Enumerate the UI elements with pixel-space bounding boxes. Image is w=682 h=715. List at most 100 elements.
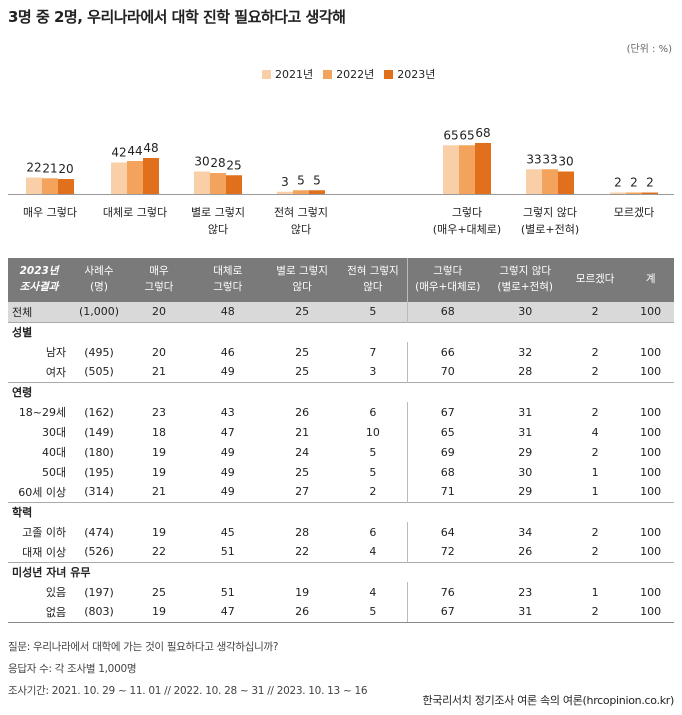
- table-cell: 68: [407, 462, 488, 482]
- table-cell: 25: [295, 365, 310, 379]
- bar-1-0: [111, 162, 127, 194]
- bar-5-2: [558, 171, 574, 194]
- table-cell: (314): [84, 485, 114, 499]
- bar-6-1: [626, 192, 642, 194]
- row-label: 60세 이상: [18, 485, 67, 499]
- table-header-text: 않다: [292, 281, 312, 293]
- table-cell: 100: [640, 545, 662, 559]
- table-cell: 28: [295, 525, 310, 539]
- bar-3-1: [293, 190, 309, 194]
- table-header-row: 2023년 조사결과 사례수 (명) 매우 그렇다 대체로 그렇다 별로 그렇지 않다 전혀 그렇지…: [8, 258, 674, 302]
- table-cell: 2: [591, 365, 599, 379]
- table-header-text: (매우+대체로): [415, 281, 481, 293]
- table-row: 여자 (505) 21 49 25 3 70 28 2 100: [8, 362, 674, 382]
- table-group-row: 학력: [8, 501, 674, 522]
- group-label: 미성년 자녀 유무: [8, 561, 674, 582]
- table-cell: 47: [190, 602, 266, 623]
- table-cell: (149): [84, 425, 114, 439]
- bar-label-3-0: 3: [281, 175, 289, 189]
- table-cell: 6: [369, 525, 377, 539]
- table-cell: 1: [591, 465, 599, 479]
- bar-label-4-0: 65: [443, 128, 458, 142]
- table-cell: 100: [640, 585, 662, 599]
- bar-label-2-0: 30: [194, 155, 209, 169]
- table-cell: 100: [640, 405, 662, 419]
- row-label: 전체: [8, 302, 71, 322]
- table-header-9: 계: [627, 258, 674, 302]
- table-cell: 29: [518, 445, 533, 459]
- chart-legend: 2021년 2022년 2023년: [262, 66, 435, 82]
- page-title: 3명 중 2명, 우리나라에서 대학 진학 필요하다고 생각해: [8, 8, 346, 26]
- table-cell: 20: [151, 345, 166, 359]
- table-cell: 22: [151, 545, 166, 559]
- table-cell: 25: [295, 465, 310, 479]
- table-header-text: 사례수: [84, 265, 114, 278]
- table-header-text: 모르겠다: [575, 273, 615, 286]
- bar-label-1-1: 44: [127, 144, 142, 158]
- table-cell: 32: [518, 345, 533, 359]
- table-row: 있음 (197) 25 51 19 4 76 23 1 100: [8, 582, 674, 602]
- table-cell: 1: [591, 485, 599, 499]
- bar-label-5-0: 33: [526, 152, 541, 166]
- table-header-text: 그렇다: [213, 281, 243, 293]
- table-header-3: 대체로 그렇다: [190, 258, 266, 302]
- table-cell: 70: [407, 362, 488, 382]
- table-cell: 19: [151, 465, 166, 479]
- table-row: 고졸 이하 (474) 19 45 28 6 64 34 2 100: [8, 522, 674, 542]
- table-cell: 47: [220, 425, 235, 439]
- legend-item-2022: 2022년: [323, 66, 374, 82]
- row-label: 40대: [42, 446, 67, 459]
- category-label-3-0: 전혀 그렇지: [274, 206, 328, 219]
- legend-swatch-2023: [384, 69, 394, 79]
- note-question: 질문: 우리나라에서 대학에 가는 것이 필요하다고 생각하십니까?: [8, 641, 279, 653]
- legend-item-2023: 2023년: [384, 66, 435, 82]
- table-cell: 49: [220, 365, 235, 379]
- table-cell: 43: [220, 405, 235, 419]
- table-cell: 31: [518, 425, 533, 439]
- bar-5-0: [526, 169, 542, 194]
- table-cell: 49: [220, 445, 235, 459]
- bar-label-2-1: 28: [210, 156, 225, 170]
- bar-6-0: [610, 192, 626, 194]
- table-row: 남자 (495) 20 46 25 7 66 32 2 100: [8, 342, 674, 362]
- table-row: 40대 (180) 19 49 24 5 69 29 2 100: [8, 442, 674, 462]
- bar-label-1-0: 42: [111, 146, 126, 160]
- table-cell: 30: [487, 302, 563, 322]
- category-label-5-1: (별로+전혀): [521, 223, 579, 236]
- table-cell: 100: [640, 345, 662, 359]
- table-cell: 26: [518, 545, 533, 559]
- table-row: 없음 (803) 19 47 26 5 67 31 2 100: [8, 602, 674, 623]
- table-header-text: 그렇지 않다: [499, 265, 552, 278]
- row-label: 있음: [45, 586, 67, 599]
- bar-1-2: [143, 158, 159, 194]
- table-cell: 71: [407, 482, 488, 502]
- table-row: 대재 이상 (526) 22 51 22 4 72 26 2 100: [8, 542, 674, 562]
- table-cell: 66: [407, 342, 488, 362]
- table-cell: 46: [220, 345, 235, 359]
- table-cell: 25: [151, 585, 166, 599]
- bar-2-1: [210, 173, 226, 194]
- table-cell: 26: [265, 602, 339, 623]
- table-cell: (803): [70, 602, 128, 623]
- table-header-0: 2023년 조사결과: [8, 258, 71, 302]
- legend-label-2023: 2023년: [397, 68, 436, 81]
- bar-label-6-0: 2: [614, 176, 622, 190]
- category-label-3-1: 않다: [291, 223, 311, 236]
- table-cell: 1: [591, 585, 599, 599]
- table-header-1: 사례수 (명): [70, 258, 128, 302]
- row-label: 없음: [8, 602, 71, 623]
- table-cell: 2: [369, 485, 377, 499]
- bar-6-2: [642, 192, 658, 194]
- table-header-8: 모르겠다: [562, 258, 628, 302]
- table-cell: 51: [220, 545, 235, 559]
- table-cell: 100: [640, 445, 662, 459]
- table-cell: 2: [562, 302, 628, 322]
- notes: 질문: 우리나라에서 대학에 가는 것이 필요하다고 생각하십니까? 응답자 수…: [8, 636, 368, 702]
- table-cell: 28: [518, 365, 533, 379]
- table-cell: 31: [487, 602, 563, 623]
- table-cell: 24: [295, 445, 310, 459]
- table-cell: 65: [407, 422, 488, 442]
- table-header-6: 그렇다 (매우+대체로): [407, 258, 488, 302]
- table-header-7: 그렇지 않다 (별로+전혀): [487, 258, 563, 302]
- table-cell: (1,000): [70, 302, 128, 322]
